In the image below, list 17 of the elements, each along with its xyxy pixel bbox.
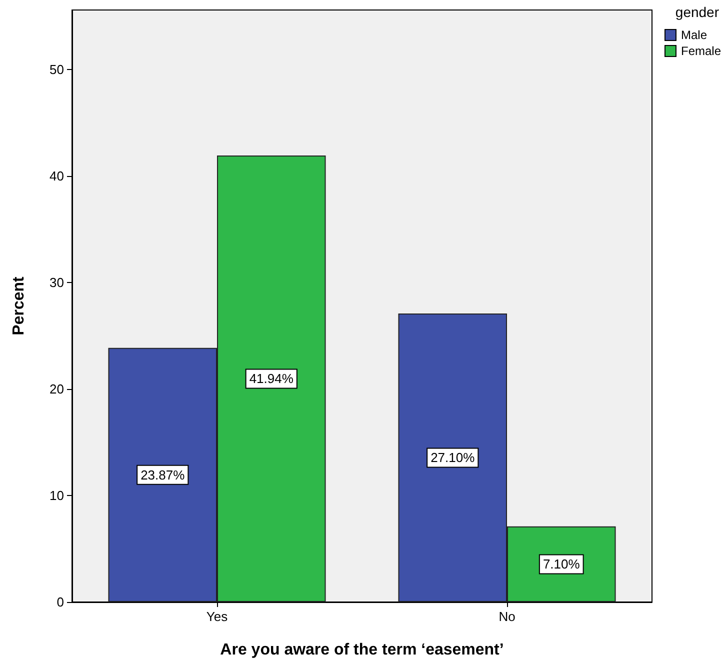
y-tick-label: 10	[50, 488, 64, 504]
legend-title: gender	[675, 4, 720, 20]
y-axis-title: Percent	[10, 276, 28, 336]
y-tick-label: 50	[50, 62, 64, 78]
y-tick-label: 30	[50, 275, 64, 290]
x-axis-title: Are you aware of the term ‘easement’	[220, 642, 504, 658]
legend-label: Male	[680, 28, 708, 42]
x-tick-label: No	[498, 609, 516, 624]
x-tick-label: Yes	[206, 609, 228, 624]
legend-label: Female	[680, 44, 722, 58]
y-tick-label: 40	[50, 168, 64, 184]
data-label: 27.10%	[430, 450, 476, 466]
y-tick-label: 0	[56, 594, 64, 610]
data-label: 7.10%	[542, 556, 580, 572]
data-label: 41.94%	[249, 371, 294, 386]
y-tick-label: 20	[50, 382, 64, 397]
data-label: 23.87%	[140, 467, 186, 482]
